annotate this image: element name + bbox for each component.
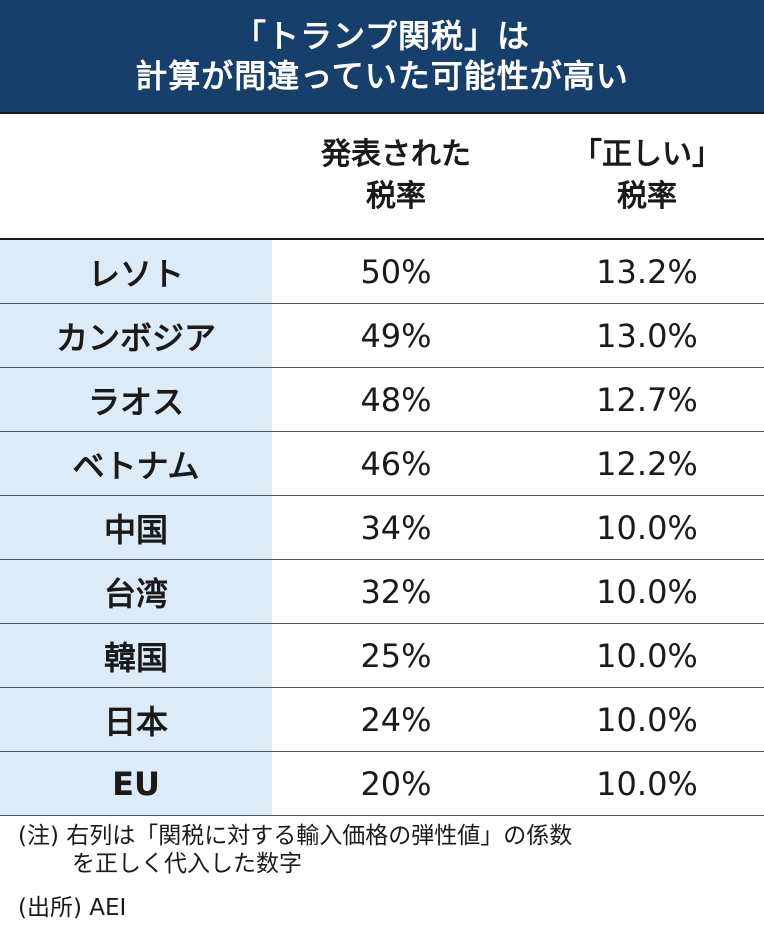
correct-rate-cell: 10.0% <box>596 764 698 803</box>
table-body: レソト 50% 13.2% カンボジア 49% 13.0% ラオス 48% 12.7% ベトナム 4… <box>0 240 764 816</box>
table-row: EU 20% 10.0% <box>0 752 764 816</box>
note-line-1: (注) 右列は「関税に対する輸入価格の弾性値」の係数 <box>18 823 573 849</box>
header-correct-line2: 税率 <box>617 179 677 214</box>
tariff-table: 発表された 税率 「正しい」 税率 レソト 50% 13.2% カンボジア 49% 13.… <box>0 112 764 816</box>
published-rate-cell: 24% <box>360 700 432 739</box>
header-correct: 「正しい」 税率 <box>530 134 764 218</box>
correct-rate-cell: 12.2% <box>596 444 698 483</box>
published-rate-cell: 25% <box>360 636 432 675</box>
correct-rate-cell: 10.0% <box>596 572 698 611</box>
published-rate-cell: 32% <box>360 572 432 611</box>
header-published-line1: 発表された <box>321 137 471 172</box>
published-rate-cell: 50% <box>360 252 432 291</box>
country-name-cell: ベトナム <box>0 432 272 495</box>
country-name-cell: 中国 <box>0 496 272 559</box>
correct-rate-cell: 10.0% <box>596 508 698 547</box>
country-name-cell: EU <box>0 752 272 815</box>
country-name-cell: 日本 <box>0 688 272 751</box>
title-line-2: 計算が間違っていた可能性が高い <box>135 57 629 95</box>
header-published: 発表された 税率 <box>290 134 502 218</box>
table-row: 韓国 25% 10.0% <box>0 624 764 688</box>
table-row: カンボジア 49% 13.0% <box>0 304 764 368</box>
table-row: レソト 50% 13.2% <box>0 240 764 304</box>
correct-rate-cell: 10.0% <box>596 700 698 739</box>
table-row: ラオス 48% 12.7% <box>0 368 764 432</box>
table-row: ベトナム 46% 12.2% <box>0 432 764 496</box>
correct-rate-cell: 13.0% <box>596 316 698 355</box>
note-line-2: を正しく代入した数字 <box>72 851 302 877</box>
country-name-cell: 韓国 <box>0 624 272 687</box>
correct-rate-cell: 13.2% <box>596 252 698 291</box>
title-bar: 「トランプ関税」は 計算が間違っていた可能性が高い <box>0 0 764 112</box>
country-name-cell: ラオス <box>0 368 272 431</box>
published-rate-cell: 49% <box>360 316 432 355</box>
header-published-line2: 税率 <box>366 179 426 214</box>
table-row: 台湾 32% 10.0% <box>0 560 764 624</box>
published-rate-cell: 48% <box>360 380 432 419</box>
table-row: 日本 24% 10.0% <box>0 688 764 752</box>
correct-rate-cell: 10.0% <box>596 636 698 675</box>
published-rate-cell: 34% <box>360 508 432 547</box>
header-correct-line1: 「正しい」 <box>572 137 722 172</box>
published-rate-cell: 46% <box>360 444 432 483</box>
table-header: 発表された 税率 「正しい」 税率 <box>0 112 764 240</box>
published-rate-cell: 20% <box>360 764 432 803</box>
country-name-cell: カンボジア <box>0 304 272 367</box>
note: (注) 右列は「関税に対する輸入価格の弾性値」の係数 を正しく代入した数字 <box>18 822 758 878</box>
country-name-cell: 台湾 <box>0 560 272 623</box>
source: (出所) AEI <box>18 895 127 921</box>
correct-rate-cell: 12.7% <box>596 380 698 419</box>
title-line-1: 「トランプ関税」は <box>233 17 531 55</box>
country-name-cell: レソト <box>0 240 272 303</box>
table-row: 中国 34% 10.0% <box>0 496 764 560</box>
